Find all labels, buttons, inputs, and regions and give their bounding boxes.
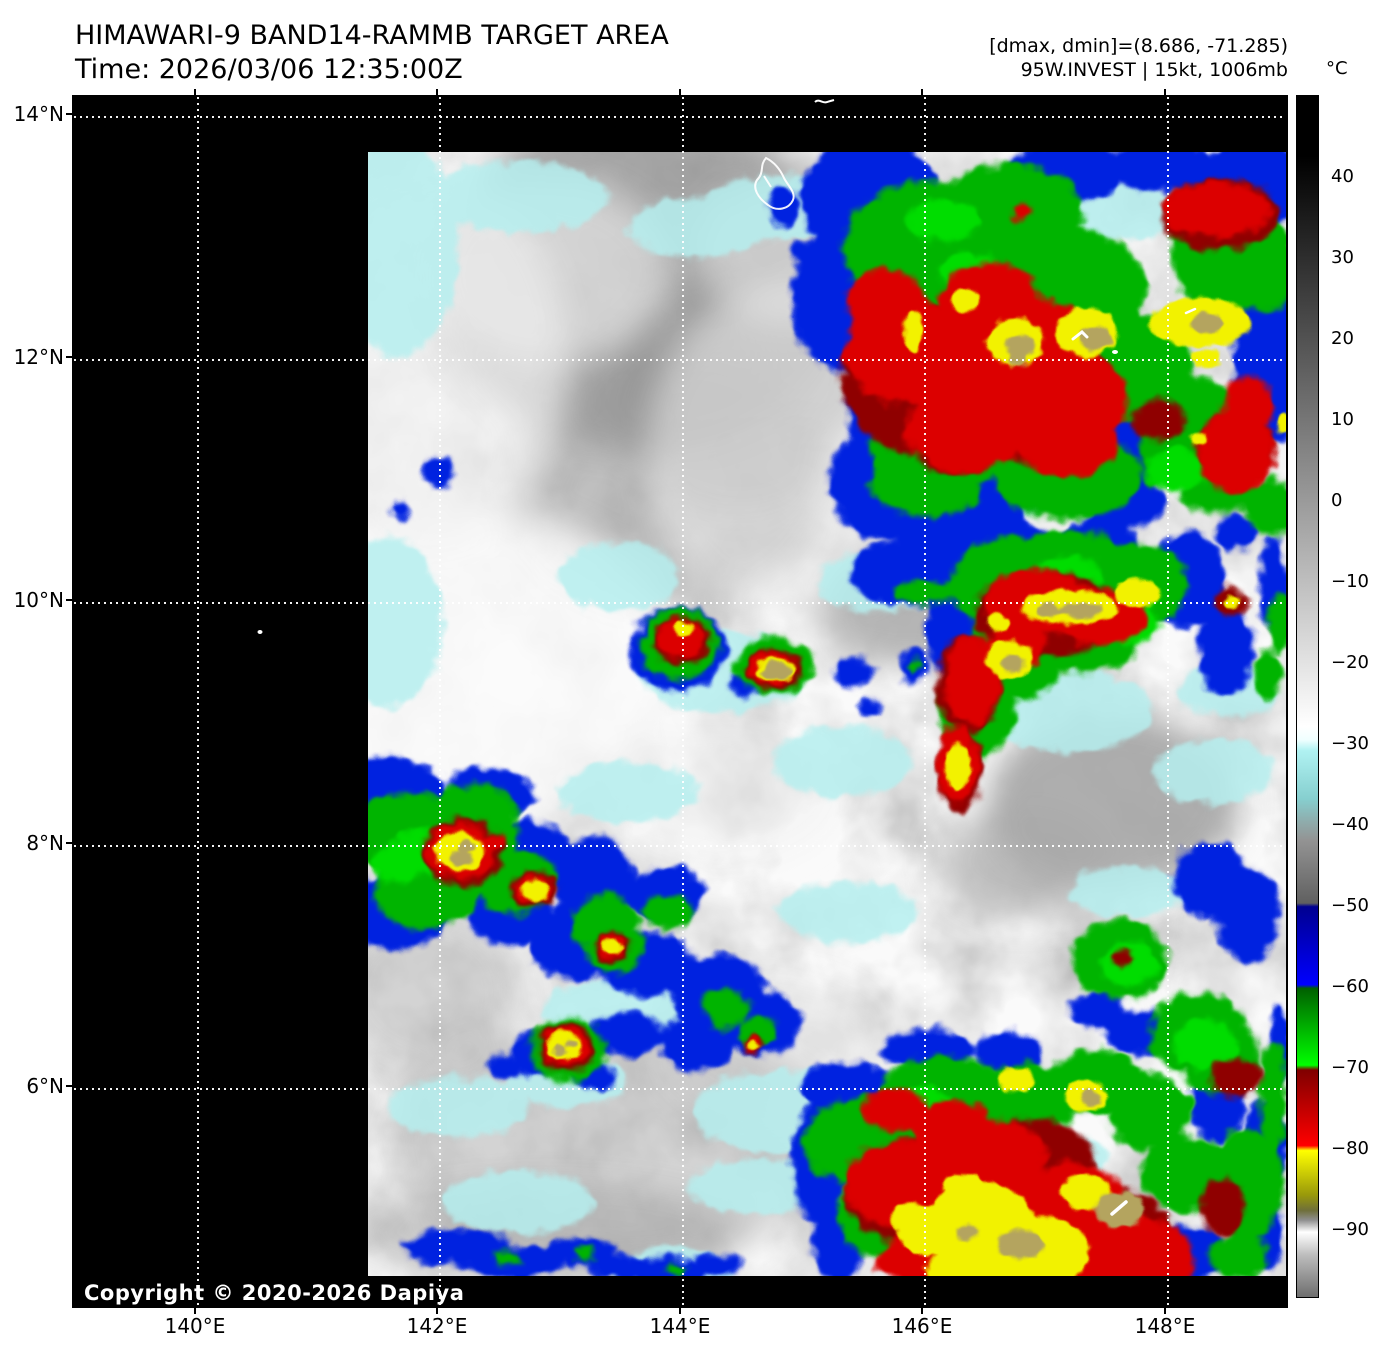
cb-label-m40: −40 (1331, 814, 1369, 835)
gridline-lat-8n (74, 845, 1286, 847)
gridline-lon-146e (924, 97, 926, 1306)
lon-label-148e: 148°E (1134, 1314, 1196, 1338)
cb-label-10: 10 (1331, 409, 1354, 430)
cb-label-m50: −50 (1331, 895, 1369, 916)
lat-label-6n: 6°N (26, 1074, 64, 1098)
gridline-lon-142e (439, 97, 441, 1306)
tick-left-10n (66, 599, 72, 601)
cb-label-m30: −30 (1331, 733, 1369, 754)
satellite-ir-image (368, 152, 1286, 1276)
lon-label-142e: 142°E (406, 1314, 468, 1338)
cb-label-m10: −10 (1331, 571, 1369, 592)
island-dot (257, 630, 263, 634)
tick-top-146e (921, 89, 923, 95)
tick-left-8n (66, 842, 72, 844)
cb-label-m70: −70 (1331, 1057, 1369, 1078)
gridline-lat-14n (74, 116, 1286, 118)
cb-label-m80: −80 (1331, 1138, 1369, 1159)
tick-left-12n (66, 356, 72, 358)
tick-top-142e (436, 89, 438, 95)
gridline-lon-140e (197, 97, 199, 1306)
tick-bottom-148e (1164, 1308, 1166, 1314)
tick-top-140e (194, 89, 196, 95)
gridline-lat-10n (74, 602, 1286, 604)
enhancement-overshoot-layer (449, 313, 1223, 1258)
tick-top-148e (1164, 89, 1166, 95)
cb-label-30: 30 (1331, 247, 1354, 268)
gridline-lon-144e (682, 97, 684, 1306)
lon-label-140e: 140°E (164, 1314, 226, 1338)
figure-title: HIMAWARI-9 BAND14-RAMMB TARGET AREA (75, 20, 669, 51)
copyright-text: Copyright © 2020-2026 Dapiya (84, 1281, 465, 1305)
cb-label-0: 0 (1331, 490, 1343, 511)
gridline-lat-6n (74, 1088, 1286, 1090)
cb-label-m90: −90 (1331, 1219, 1369, 1240)
dmax-dmin-annotation: [dmax, dmin]=(8.686, -71.285) (989, 35, 1288, 57)
tick-bottom-146e (921, 1308, 923, 1314)
colorbar-unit-label: °C (1326, 58, 1348, 79)
lon-label-146e: 146°E (891, 1314, 953, 1338)
cb-label-m60: −60 (1331, 976, 1369, 997)
tick-top-144e (679, 89, 681, 95)
tick-left-6n (66, 1085, 72, 1087)
cb-label-40: 40 (1331, 166, 1354, 187)
cb-label-m20: −20 (1331, 652, 1369, 673)
island-coastline-rota (814, 99, 835, 104)
island-coastline-guam (754, 156, 795, 210)
figure-time: Time: 2026/03/06 12:35:00Z (75, 54, 463, 85)
lon-label-144e: 144°E (649, 1314, 711, 1338)
storm-info-annotation: 95W.INVEST | 15kt, 1006mb (1020, 59, 1288, 81)
cold-white-marks (1071, 307, 1197, 1216)
map-plot-area: Copyright © 2020-2026 Dapiya (72, 95, 1288, 1308)
lat-label-14n: 14°N (13, 102, 64, 126)
tick-bottom-140e (194, 1308, 196, 1314)
lat-label-8n: 8°N (26, 831, 64, 855)
lat-label-12n: 12°N (13, 345, 64, 369)
lat-label-10n: 10°N (13, 588, 64, 612)
tick-bottom-144e (679, 1308, 681, 1314)
cb-label-20: 20 (1331, 328, 1354, 349)
tick-left-14n (66, 113, 72, 115)
gridline-lat-12n (74, 359, 1286, 361)
tick-bottom-142e (436, 1308, 438, 1314)
temperature-colorbar (1296, 95, 1319, 1298)
gridline-lon-148e (1167, 97, 1169, 1306)
plot-overlay (257, 99, 835, 634)
